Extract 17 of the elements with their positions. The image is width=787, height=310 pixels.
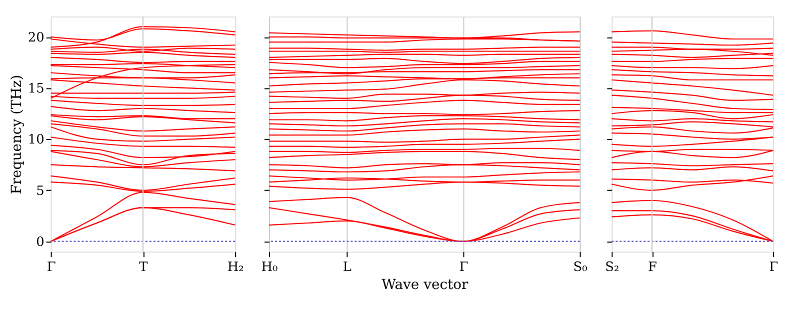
x-tick-label: S₂ (605, 260, 620, 276)
y-tick-label: 0 (36, 234, 44, 250)
y-tick-label: 20 (28, 30, 44, 46)
x-tick-label: H₀ (261, 260, 278, 276)
x-tick-label: Γ (769, 260, 778, 276)
x-axis-title: Wave vector (382, 276, 468, 293)
y-tick-label: 15 (28, 82, 44, 97)
x-tick-label: L (342, 260, 352, 276)
x-tick-label: Γ (46, 260, 56, 276)
x-tick-label: S₀ (573, 260, 588, 276)
x-tick-label: Γ (459, 260, 468, 276)
y-axis-title: Frequency (THz) (8, 74, 25, 194)
y-tick-label: 5 (36, 184, 44, 199)
x-tick-label: H₂ (227, 260, 244, 276)
x-tick-label: F (648, 260, 658, 276)
y-tick-label: 10 (28, 132, 44, 148)
x-tick-label: T (139, 260, 148, 276)
